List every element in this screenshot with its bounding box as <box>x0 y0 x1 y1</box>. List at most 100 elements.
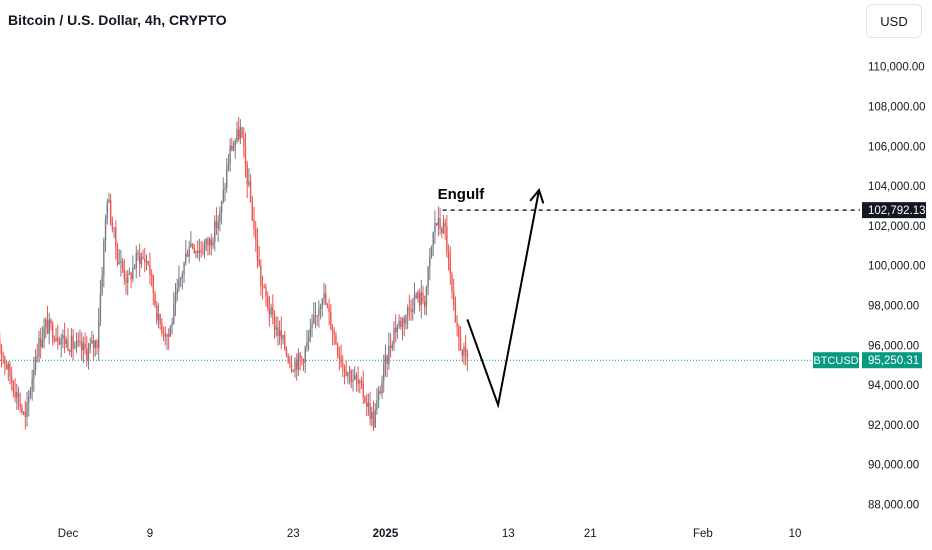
candle-body <box>369 403 371 420</box>
candle-body <box>125 278 127 284</box>
candle-body <box>447 251 450 259</box>
candle-body <box>454 304 457 323</box>
candle-body <box>193 248 195 254</box>
candle-body <box>181 274 184 278</box>
candle-body <box>359 380 361 384</box>
candle-body <box>222 189 225 202</box>
y-tick-label: 94,000.00 <box>868 380 919 392</box>
candle-body <box>183 262 185 275</box>
candle-body <box>261 285 264 287</box>
candle-body <box>287 354 289 363</box>
candle-body <box>237 129 240 140</box>
candle-body <box>444 222 446 227</box>
candle-body <box>188 247 190 257</box>
candle-body <box>98 321 100 349</box>
candle-body <box>57 337 59 342</box>
candle-body <box>123 268 126 279</box>
candle-body <box>149 264 151 275</box>
candle-body <box>266 296 269 308</box>
candle-body <box>4 357 6 366</box>
candle-body <box>86 349 88 360</box>
candle-body <box>31 378 33 392</box>
candle-body <box>179 277 182 280</box>
candle-body <box>432 232 434 247</box>
candle-body <box>372 411 375 428</box>
y-tick-label: 102,000.00 <box>868 221 926 233</box>
candle-body <box>253 220 255 230</box>
candle-body <box>208 239 211 246</box>
candle-body <box>133 267 136 269</box>
candle-body <box>354 375 356 380</box>
currency-selector[interactable]: USD <box>866 4 922 38</box>
candle-body <box>299 353 301 359</box>
candle-body <box>51 324 54 340</box>
candle-body <box>121 261 124 269</box>
candle-body <box>365 402 368 407</box>
candle-body <box>16 392 18 398</box>
candle-body <box>383 364 385 381</box>
x-tick-label: 10 <box>789 528 802 540</box>
candle-body <box>336 344 339 355</box>
candle-body <box>265 286 267 297</box>
candle-body <box>347 372 349 377</box>
candle-body <box>69 350 71 352</box>
candle-body <box>408 307 411 309</box>
candle-body <box>297 353 300 370</box>
candle-body <box>461 350 463 356</box>
candle-body <box>333 333 335 335</box>
y-tick-label: 96,000.00 <box>868 340 919 352</box>
arrow-head <box>529 188 545 204</box>
candle-body <box>231 145 233 151</box>
candle-body <box>96 341 98 349</box>
candle-body <box>65 339 67 344</box>
last-price-label: 95,250.31 <box>868 355 919 367</box>
candle-body <box>246 164 248 185</box>
candle-body <box>12 382 15 392</box>
candle-body <box>214 220 216 242</box>
candle-body <box>145 261 148 263</box>
candle-body <box>323 293 325 300</box>
candle-body <box>91 340 93 344</box>
candle-body <box>162 333 165 335</box>
candle-body <box>439 217 441 229</box>
candle-body <box>295 361 298 370</box>
candle-body <box>251 201 254 221</box>
candle-body <box>227 164 230 170</box>
y-tick-label: 88,000.00 <box>868 500 919 512</box>
candle-body <box>321 299 323 306</box>
candle-body <box>232 145 235 151</box>
last-price-label-box <box>862 352 922 369</box>
candle-body <box>451 274 453 293</box>
candle-body <box>174 294 177 304</box>
candle-body <box>437 217 440 226</box>
candle-body <box>226 169 228 188</box>
candle-body <box>234 140 236 146</box>
candle-body <box>458 326 460 339</box>
candle-body <box>5 365 8 370</box>
x-tick-label: 23 <box>287 528 300 540</box>
candle-body <box>301 358 303 360</box>
candle-body <box>400 321 402 327</box>
candle-body <box>197 251 199 253</box>
candle-body <box>389 345 392 348</box>
candle-body <box>453 292 455 305</box>
candle-body <box>45 319 47 328</box>
candle-body <box>36 356 38 358</box>
candle-body <box>101 275 103 294</box>
candle-body <box>260 265 262 286</box>
candle-body <box>410 308 412 312</box>
candle-body <box>243 137 245 146</box>
candle-body <box>360 380 363 382</box>
candle-body <box>138 252 141 265</box>
candle-body <box>289 362 291 365</box>
candle-body <box>459 338 462 351</box>
candle-body <box>118 262 120 264</box>
candle-body <box>82 343 85 351</box>
candle-body <box>24 412 27 418</box>
candle-body <box>7 363 9 370</box>
candle-body <box>398 321 400 327</box>
candle-body <box>2 354 4 358</box>
candle-body <box>142 256 144 259</box>
